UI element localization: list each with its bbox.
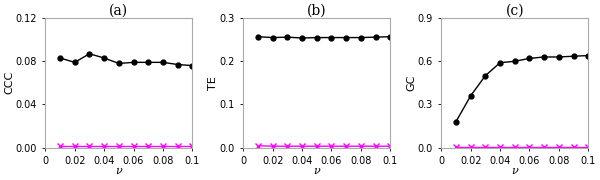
Title: (c): (c) bbox=[505, 4, 524, 18]
X-axis label: ν: ν bbox=[115, 166, 122, 176]
Y-axis label: CCC: CCC bbox=[4, 71, 14, 94]
Title: (a): (a) bbox=[109, 4, 128, 18]
Y-axis label: TE: TE bbox=[208, 76, 218, 90]
X-axis label: ν: ν bbox=[511, 166, 518, 176]
Y-axis label: GC: GC bbox=[406, 75, 416, 91]
Title: (b): (b) bbox=[307, 4, 326, 18]
X-axis label: ν: ν bbox=[313, 166, 320, 176]
